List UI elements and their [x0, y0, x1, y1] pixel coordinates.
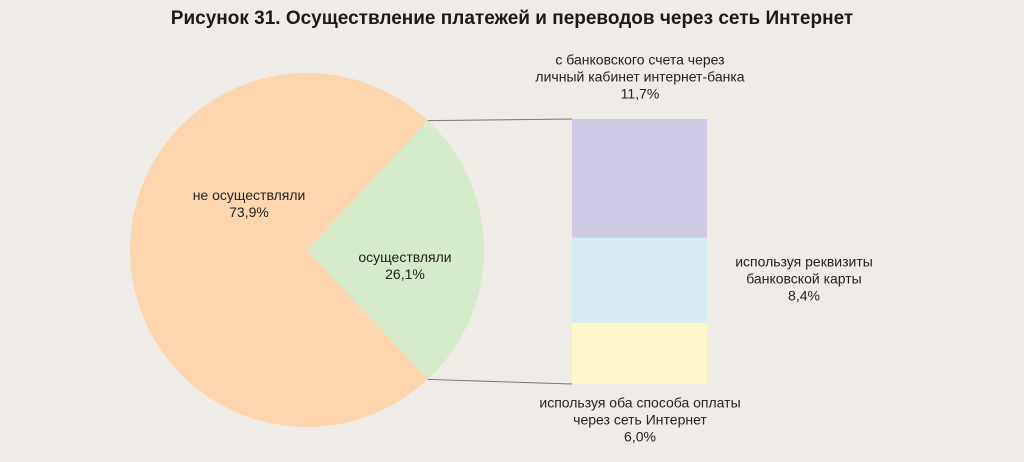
- pie-label: не осуществляли 73,9%: [193, 187, 306, 221]
- bar-segment: [572, 323, 707, 384]
- connector: [427, 118, 573, 122]
- bar-label-line: 6,0%: [624, 428, 656, 445]
- pie-label-line: 73,9%: [229, 204, 269, 220]
- pie-slice: [130, 72, 428, 428]
- bar-label: с банковского счета через личный кабинет…: [535, 52, 744, 103]
- bar-label-line: 8,4%: [788, 287, 820, 304]
- bar-label-line: 11,7%: [620, 85, 660, 102]
- chart-title: Рисунок 31. Осуществление платежей и пер…: [170, 8, 854, 29]
- pie-label-line: не осуществляли: [192, 187, 306, 203]
- bar-label: используя реквизиты банковской карты 8,4%: [735, 254, 873, 305]
- bar-segment: [572, 237, 707, 324]
- bar-segment: [572, 119, 707, 238]
- bar-label-line: используя оба способа оплаты через сеть …: [539, 394, 741, 428]
- bar-label-line: используя реквизиты банковской карты: [735, 253, 873, 287]
- connector: [427, 378, 573, 385]
- pie-slice: [307, 120, 484, 380]
- pie-label: осуществляли 26,1%: [358, 249, 451, 283]
- bar-label-line: с банковского счета через личный кабинет…: [535, 51, 745, 85]
- pie-label-line: 26,1%: [385, 266, 425, 282]
- pie-label-line: осуществляли: [358, 249, 452, 265]
- bar-label: используя оба способа оплаты через сеть …: [539, 395, 740, 446]
